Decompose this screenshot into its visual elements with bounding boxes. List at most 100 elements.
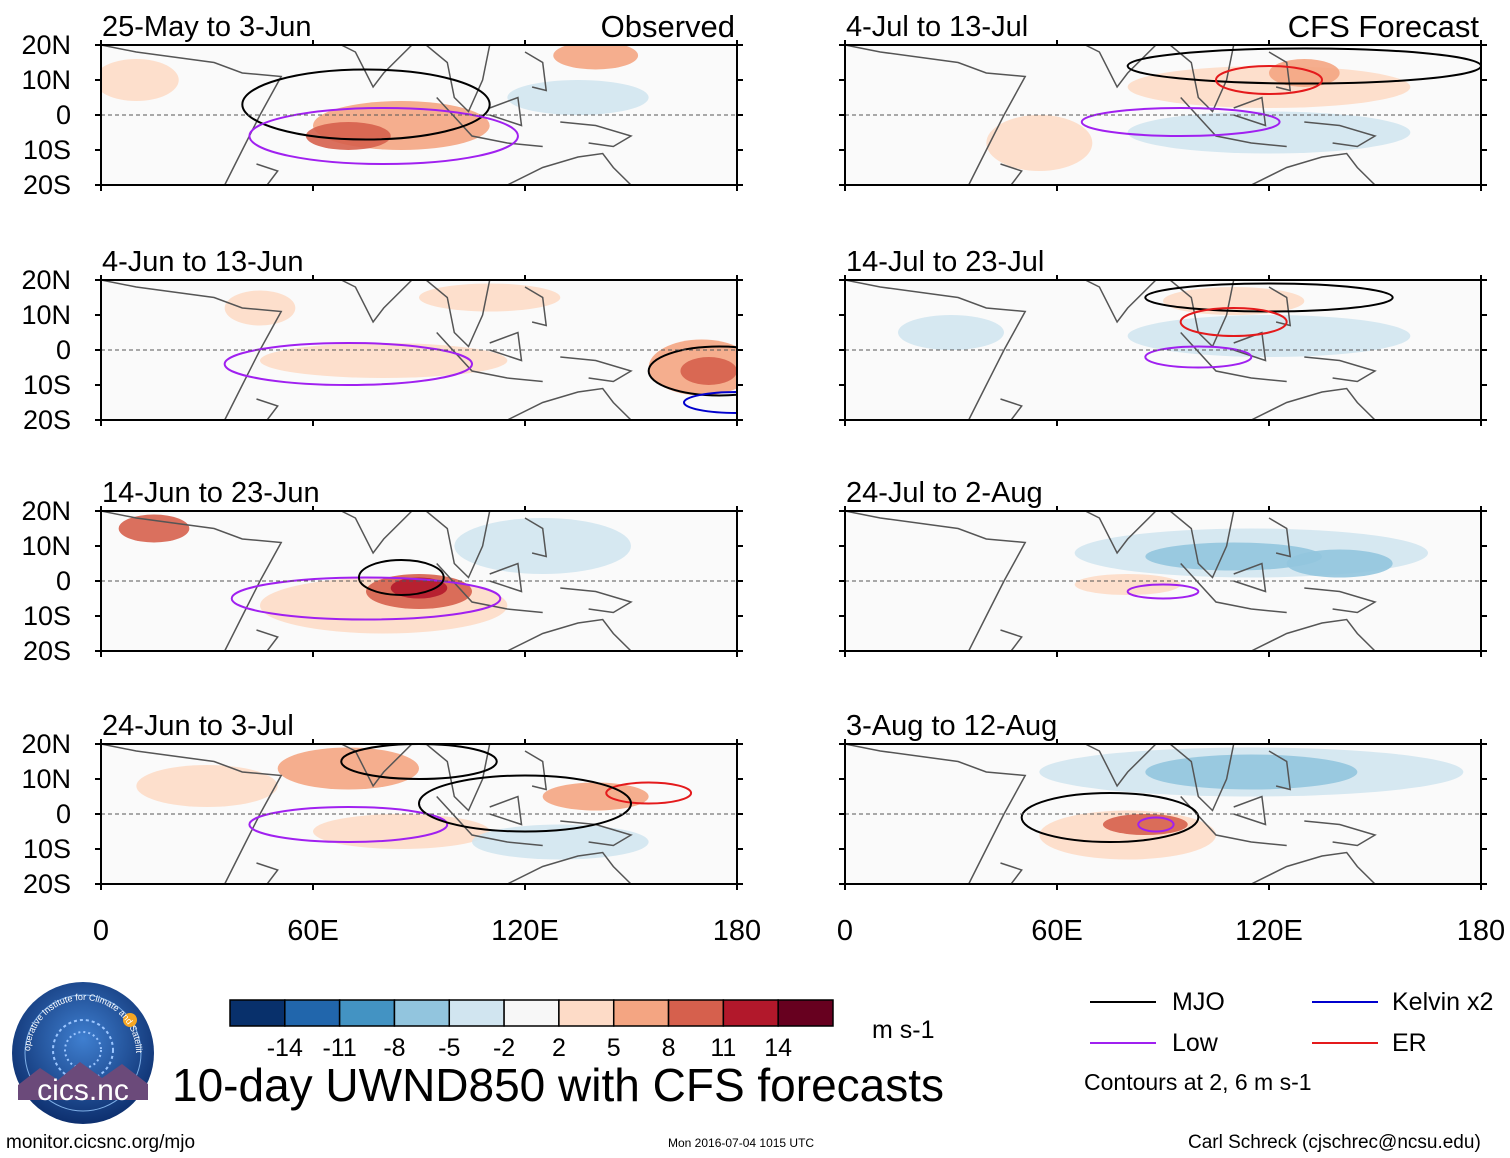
y-tick-label: 20S — [23, 636, 71, 666]
legend-label-kelvin: Kelvin x2 — [1392, 988, 1494, 1016]
coastline — [1180, 562, 1287, 614]
coastline — [1084, 511, 1157, 555]
filtered-contour — [605, 781, 693, 805]
coastline — [1169, 45, 1235, 113]
anomaly-shading — [1127, 315, 1411, 357]
panel-period-title: 14-Jul to 23-Jul — [846, 246, 1044, 278]
coastline — [256, 398, 279, 420]
map-panel: 3-Aug to 12-Aug — [839, 710, 1487, 890]
y-tick-label: 20S — [23, 405, 71, 435]
colorbar-label: 11 — [710, 1034, 736, 1062]
filtered-contour — [418, 774, 632, 833]
anomaly-shading — [118, 514, 190, 543]
anomaly-shading — [553, 45, 639, 70]
coastline — [1268, 517, 1292, 558]
anomaly-shading — [224, 290, 296, 326]
filtered-contour — [1215, 65, 1323, 95]
anomaly-shading — [305, 122, 391, 150]
coastline — [436, 795, 543, 847]
panel-contents — [845, 45, 1481, 185]
coastline — [1000, 862, 1023, 884]
coastline — [506, 387, 632, 420]
coastline — [560, 820, 633, 847]
anomaly-shading — [313, 814, 490, 849]
coastline — [1250, 618, 1376, 651]
anomaly-shading — [898, 315, 1004, 350]
column-title-observed: Observed — [601, 9, 735, 44]
map-panel: 4-Jul to 13-Jul — [839, 11, 1487, 191]
coastline — [340, 744, 413, 788]
coastline — [1250, 851, 1376, 884]
y-tick-label: 0 — [56, 566, 71, 596]
coastline — [524, 286, 548, 327]
panel-period-title: 24-Jul to 2-Aug — [846, 477, 1043, 509]
x-tick-label: 60E — [287, 915, 339, 947]
panel-contents — [845, 280, 1411, 420]
anomaly-shading — [454, 518, 631, 574]
coastline — [506, 618, 632, 651]
colorbar-label: -8 — [383, 1034, 405, 1062]
y-tick-label: 10S — [23, 370, 71, 400]
filtered-contour — [1144, 345, 1253, 369]
coastline — [506, 152, 632, 185]
map-panel: 20N 10N 0 10S 20S 24-Jun to 3-Jul — [21, 710, 743, 899]
footer-url: monitor.cicsnc.org/mjo — [6, 1132, 196, 1153]
y-tick-label: 0 — [56, 335, 71, 365]
coastline — [340, 280, 413, 324]
coastline — [436, 96, 543, 148]
y-tick-label: 20N — [21, 265, 71, 295]
y-tick-label: 0 — [56, 100, 71, 130]
panel-period-title: 4-Jun to 13-Jun — [102, 246, 304, 278]
cics-logo: Cooperative Institute for Climate and Sa… — [10, 980, 154, 1124]
y-tick-label: 10N — [21, 764, 71, 794]
anomaly-shading — [542, 782, 649, 811]
coastline — [489, 331, 523, 362]
filtered-contour — [248, 107, 519, 165]
y-tick-label: 20S — [23, 869, 71, 899]
legend-label-mjo: MJO — [1172, 988, 1225, 1016]
colorbar-label: 8 — [662, 1034, 676, 1062]
anomaly-shading — [507, 80, 649, 115]
panel-contents — [101, 511, 633, 651]
filtered-contour — [647, 345, 737, 397]
main-title: 10-day UWND850 with CFS forecasts — [172, 1059, 945, 1111]
x-tick-label: 180 — [713, 915, 761, 947]
contour-note: Contours at 2, 6 m s-1 — [1084, 1069, 1312, 1095]
panel-period-title: 3-Aug to 12-Aug — [846, 710, 1057, 742]
coastline — [1304, 820, 1377, 847]
anomaly-shading — [680, 357, 737, 385]
coastline — [1180, 331, 1287, 383]
anomaly-shading — [1127, 66, 1411, 108]
y-tick-label: 10N — [21, 300, 71, 330]
coastline — [101, 511, 283, 651]
colorbar-swatch — [558, 999, 615, 1027]
coastline — [1169, 280, 1235, 348]
anomaly-shading — [1074, 574, 1181, 595]
coastline — [1169, 744, 1235, 812]
coastline — [1304, 121, 1377, 148]
legend-label-er: ER — [1392, 1029, 1427, 1057]
filtered-contour — [1179, 307, 1288, 337]
colorbar-swatch — [503, 999, 560, 1027]
filtered-contour — [248, 806, 449, 843]
colorbar-swatch — [393, 999, 451, 1027]
legend-line-kelvin — [1312, 1001, 1378, 1003]
coastline — [845, 280, 1027, 420]
x-tick-label: 120E — [491, 915, 559, 947]
coastline — [1084, 744, 1157, 788]
coastline — [101, 744, 283, 884]
anomaly-shading — [1145, 754, 1358, 790]
y-tick-label: 10N — [21, 531, 71, 561]
coastline — [489, 96, 523, 127]
y-tick-label: 20N — [21, 30, 71, 60]
colorbar-swatch — [284, 999, 341, 1027]
y-tick-label: 20N — [21, 496, 71, 526]
footer-timestamp: Mon 2016-07-04 1015 UTC — [668, 1136, 815, 1150]
coastline — [1180, 96, 1287, 148]
filtered-contour — [1126, 47, 1481, 85]
coastline — [425, 280, 491, 348]
panel-contents — [101, 280, 737, 420]
coastline — [560, 587, 633, 614]
coastline — [524, 51, 548, 92]
